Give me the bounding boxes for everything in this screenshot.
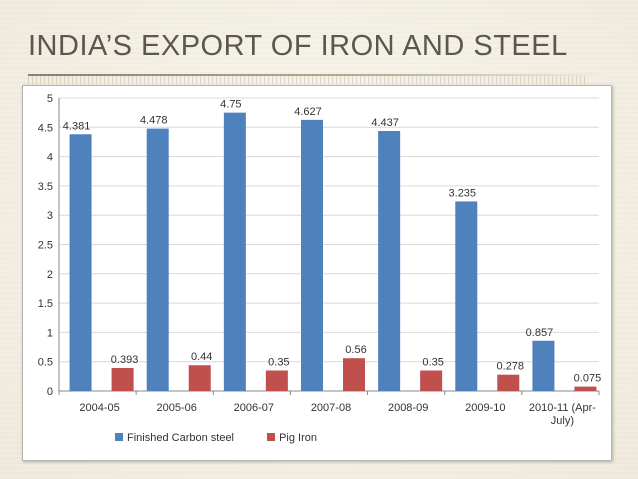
bar-finished-carbon-steel [69, 134, 92, 391]
title-underline [28, 74, 608, 76]
data-label: 0.857 [526, 327, 554, 339]
data-label: 0.393 [111, 354, 139, 366]
y-tick-label: 0 [47, 386, 53, 398]
bar-pig-iron [265, 370, 288, 391]
title-texture [28, 76, 588, 84]
data-label: 4.437 [371, 117, 399, 129]
x-tick-label: 2005-06 [157, 402, 197, 414]
bar-pig-iron [343, 358, 365, 391]
chart-legend: Finished Carbon steel Pig Iron [115, 432, 347, 448]
data-label: 0.56 [345, 344, 366, 356]
legend-item-pig-iron: Pig Iron [267, 432, 317, 444]
page-title: INDIA’S EXPORT OF IRON AND STEEL [28, 30, 568, 62]
y-tick-label: 1 [47, 327, 53, 339]
legend-label: Pig Iron [279, 432, 317, 444]
legend-item-finished-carbon-steel: Finished Carbon steel [115, 432, 234, 444]
data-label: 0.44 [191, 351, 212, 363]
data-label: 4.478 [140, 115, 168, 127]
y-tick-label: 0.5 [38, 357, 53, 369]
bar-finished-carbon-steel [146, 128, 169, 391]
y-tick-label: 3.5 [38, 181, 53, 193]
x-tick-label: 2004-05 [79, 402, 119, 414]
x-tick-label: 2008-09 [388, 402, 428, 414]
y-tick-label: 2.5 [38, 240, 53, 252]
x-tick-label: July) [551, 415, 574, 427]
legend-label: Finished Carbon steel [127, 432, 235, 444]
y-tick-label: 1.5 [38, 298, 53, 310]
bar-finished-carbon-steel [301, 119, 323, 392]
y-tick-label: 4 [47, 152, 53, 164]
bar-pig-iron [420, 370, 443, 391]
data-label: 0.075 [574, 373, 602, 385]
data-label: 4.627 [294, 106, 322, 118]
bar-pig-iron [111, 367, 134, 391]
bar-finished-carbon-steel [223, 112, 246, 392]
y-tick-label: 5 [47, 93, 53, 105]
x-tick-label: 2006-07 [234, 402, 274, 414]
x-tick-label: 2009-10 [465, 402, 505, 414]
legend-swatch-icon [115, 433, 123, 441]
legend-swatch-icon [267, 433, 276, 441]
bar-chart: 0 0.5 1 1.5 2 2.5 3 3.5 4 4.5 5 4.381 0.393 2004-05 4.… [38, 93, 602, 427]
bar-finished-carbon-steel [378, 130, 401, 391]
x-tick-label: 2010-11 (Apr- [529, 402, 596, 414]
data-label: 0.278 [497, 361, 525, 373]
y-tick-label: 4.5 [38, 122, 53, 134]
bar-finished-carbon-steel [455, 201, 478, 391]
data-label: 4.381 [63, 120, 91, 132]
data-label: 3.235 [449, 187, 477, 199]
data-label: 0.35 [422, 356, 443, 368]
y-tick-label: 2 [47, 269, 53, 281]
y-tick-label: 3 [47, 210, 53, 222]
bar-pig-iron [497, 374, 520, 391]
x-tick-label: 2007-08 [311, 402, 351, 414]
bar-finished-carbon-steel [532, 340, 555, 391]
data-label: 0.35 [268, 356, 289, 368]
bar-pig-iron [188, 365, 211, 391]
data-label: 4.75 [220, 99, 241, 111]
bar-pig-iron [574, 386, 597, 391]
